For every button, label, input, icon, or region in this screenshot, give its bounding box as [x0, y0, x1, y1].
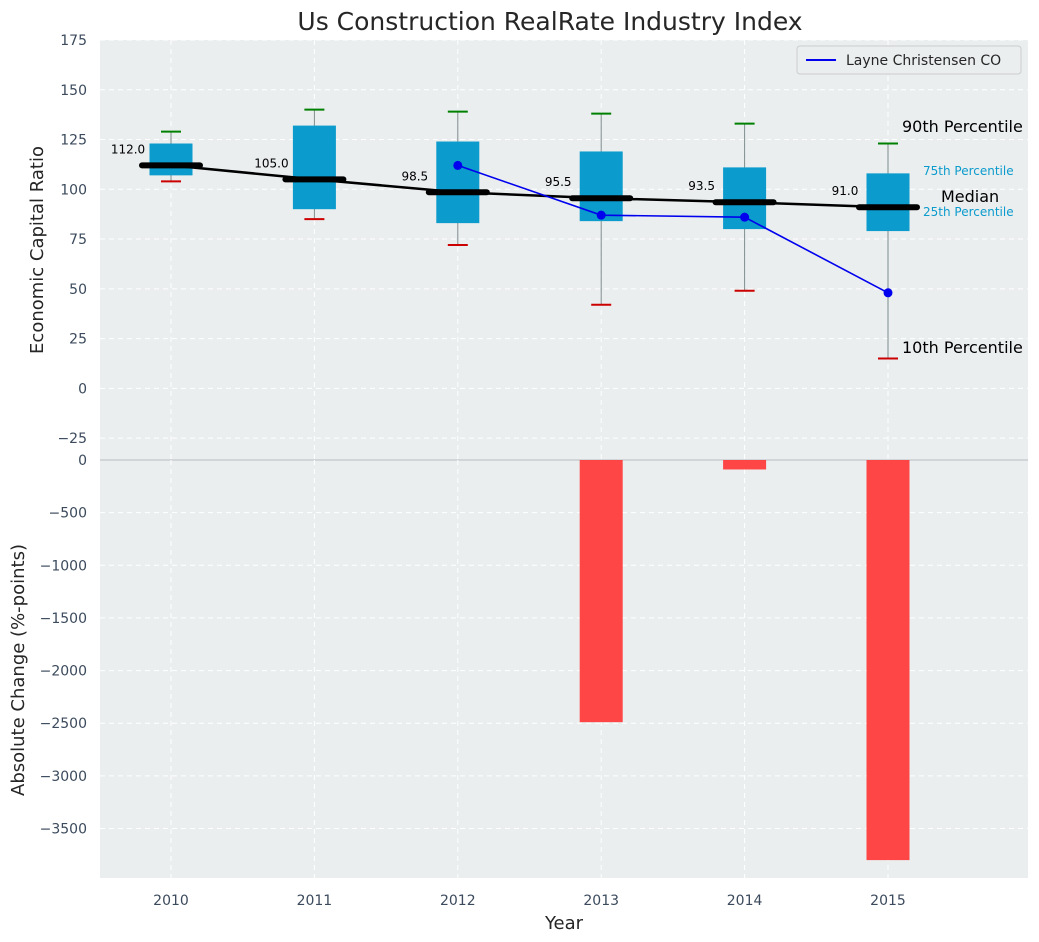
bottom-y-tick-label: −1500 [40, 611, 87, 627]
annotation-10th: 10th Percentile [902, 338, 1023, 357]
bottom-y-tick-label: −2000 [40, 664, 87, 680]
company-line [457, 164, 889, 294]
x-axis-label: Year [544, 913, 584, 934]
top-y-tick-label: 125 [60, 133, 87, 149]
median-value-label: 91.0 [832, 184, 859, 198]
box-iqr [149, 143, 193, 176]
top-y-tick-label: 150 [60, 83, 87, 99]
legend-box [796, 45, 1022, 75]
company-point [740, 212, 750, 222]
top-panel-background [100, 40, 1028, 460]
bottom-grid [100, 460, 1028, 878]
top-y-tick-label: 75 [69, 232, 87, 248]
change-bar [866, 460, 910, 861]
x-ticks: 2010 2011 2012 2013 2014 2015 [153, 893, 906, 909]
x-tick-label: 2011 [297, 893, 333, 909]
x-tick-label: 2013 [583, 893, 619, 909]
company-point [596, 210, 606, 220]
legend-label: Layne Christensen CO [846, 53, 1001, 69]
bottom-y-axis-label: Absolute Change (%-points) [8, 544, 29, 796]
median-trend [139, 162, 920, 211]
annotation-25th: 25th Percentile [923, 205, 1014, 219]
bottom-y-tick-label: −3000 [40, 769, 87, 785]
median-value-label: 98.5 [401, 169, 428, 183]
annotation-90th: 90th Percentile [902, 117, 1023, 136]
x-tick-label: 2014 [727, 893, 763, 909]
bottom-y-tick-label: −3500 [40, 822, 87, 838]
annotation-median: Median [941, 187, 999, 206]
box-iqr [292, 125, 336, 210]
change-bar [579, 460, 623, 723]
chart-title: Us Construction RealRate Industry Index [297, 7, 802, 36]
top-y-tick-label: −25 [57, 431, 87, 447]
top-y-tick-label: 50 [69, 282, 87, 298]
company-series [453, 160, 893, 298]
bottom-y-tick-label: −2500 [40, 716, 87, 732]
bottom-y-tick-label: 0 [78, 453, 87, 469]
top-y-tick-label: 25 [69, 332, 87, 348]
median-value-label: 112.0 [111, 142, 145, 156]
median-value-label: 95.5 [545, 175, 572, 189]
median-value-label: 105.0 [254, 156, 288, 170]
annotation-75th: 75th Percentile [923, 164, 1014, 178]
box-iqr [436, 141, 480, 224]
top-y-ticks: −25 0 25 50 75 100 125 150 175 [57, 33, 87, 447]
change-bars [579, 460, 910, 861]
box-iqr [866, 173, 910, 232]
bottom-y-ticks: 0 −500 −1000 −1500 −2000 −2500 −3000 −3500 [40, 453, 87, 838]
x-tick-label: 2012 [440, 893, 476, 909]
median-value-label: 93.5 [688, 179, 715, 193]
company-point [883, 288, 893, 298]
top-y-axis-label: Economic Capital Ratio [27, 146, 48, 354]
bottom-y-tick-label: −1000 [40, 558, 87, 574]
change-bar [723, 460, 767, 470]
median-value-labels: 112.0 105.0 98.5 95.5 93.5 91.0 [111, 142, 859, 198]
x-tick-label: 2015 [870, 893, 906, 909]
bottom-y-tick-label: −500 [49, 506, 87, 522]
x-tick-label: 2010 [153, 893, 189, 909]
company-point [453, 160, 463, 170]
top-y-tick-label: 175 [60, 33, 87, 49]
top-y-tick-label: 100 [60, 182, 87, 198]
top-y-tick-label: 0 [78, 381, 87, 397]
legend: Layne Christensen CO [796, 45, 1022, 75]
